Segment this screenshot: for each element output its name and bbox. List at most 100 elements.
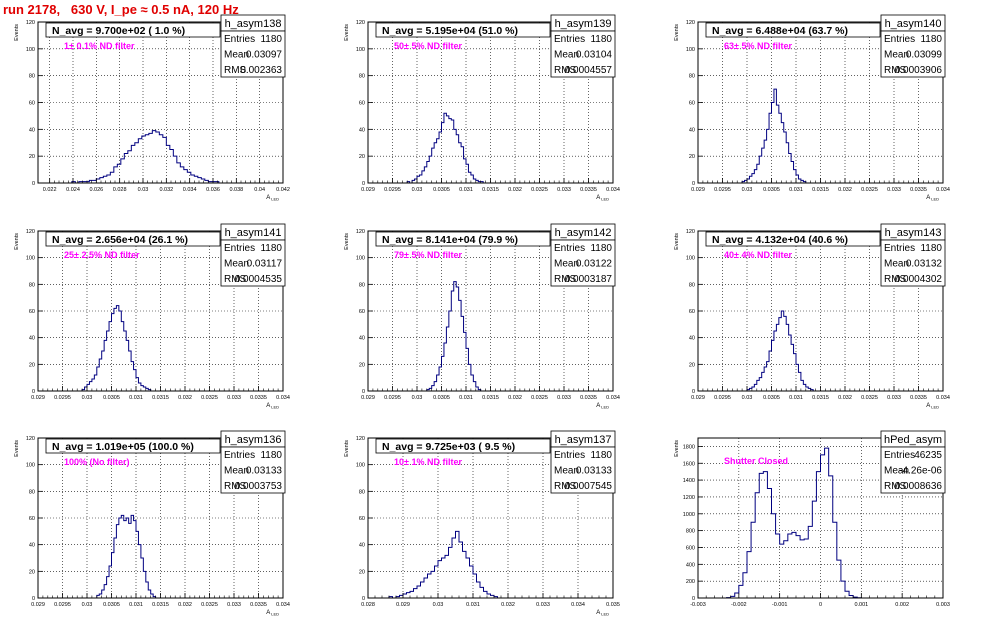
x-tick-label: 0.033 — [536, 602, 550, 608]
x-tick-label: 0.0295 — [714, 187, 731, 193]
stats-box — [880, 30, 946, 78]
y-tick-label: 200 — [686, 579, 695, 585]
x-tick-label: 0.0335 — [910, 187, 927, 193]
x-tick-label: 0.034 — [606, 395, 620, 401]
histogram-name: h_asym140 — [885, 18, 942, 30]
chart-title: N_avg = 1.019e+05 (100.0 %) — [52, 441, 194, 453]
y-tick-label: 120 — [686, 229, 695, 235]
y-axis-label: Events — [344, 233, 350, 250]
y-axis-label: Events — [674, 24, 680, 41]
x-tick-label: 0.029 — [31, 602, 45, 608]
stats-label: RMS — [554, 274, 577, 285]
stats-label: RMS — [884, 481, 907, 492]
stats-value: 1180 — [260, 450, 282, 461]
filter-annotation: Shutter Closed — [724, 456, 788, 466]
stats-value: 0.03132 — [906, 259, 943, 270]
y-tick-label: 60 — [29, 101, 35, 107]
x-tick-label: 0.0325 — [201, 602, 218, 608]
x-tick-label: 0.032 — [508, 395, 522, 401]
stats-label: Mean — [224, 466, 249, 477]
y-tick-label: 40 — [29, 127, 35, 133]
filter-annotation: 10± 1% ND filter — [394, 457, 462, 467]
histogram-series-h_asym141 — [81, 305, 154, 392]
histogram-name: h_asym136 — [225, 434, 282, 446]
chart-title: N_avg = 4.132e+04 (40.6 %) — [712, 234, 848, 246]
stats-value: 0.03099 — [906, 50, 943, 61]
y-tick-label: 40 — [29, 543, 35, 549]
stats-value: 1180 — [920, 34, 942, 45]
x-tick-label: 0.024 — [66, 187, 80, 193]
stats-label: Mean — [884, 466, 909, 477]
y-tick-label: 1200 — [683, 495, 695, 501]
title-box — [45, 231, 221, 247]
y-tick-label: 800 — [686, 529, 695, 535]
y-tick-label: 1600 — [683, 461, 695, 467]
stats-value: 0.0007545 — [565, 481, 613, 492]
y-tick-label: 40 — [359, 336, 365, 342]
x-tick-label: 0.026 — [89, 187, 103, 193]
x-tick-label: 0.031 — [789, 395, 803, 401]
histogram-panel-h_asym137: 0.028 0.029 0.03 0.031 0.032 0.033 0.034 0.035 0… — [344, 430, 620, 617]
y-tick-label: 80 — [359, 489, 365, 495]
stats-box — [550, 446, 616, 494]
y-tick-label: 100 — [356, 47, 365, 53]
y-tick-label: 120 — [356, 436, 365, 442]
y-tick-label: 0 — [32, 181, 35, 187]
x-tick-label: 0.03 — [433, 602, 444, 608]
title-box — [45, 438, 221, 454]
x-tick-label: 0.0325 — [531, 187, 548, 193]
x-tick-label: 0.032 — [838, 395, 852, 401]
stats-label: Mean — [884, 50, 909, 61]
stats-label: Entries — [884, 450, 915, 461]
y-tick-label: 40 — [359, 543, 365, 549]
histogram-name: h_asym141 — [225, 227, 282, 239]
x-tick-label: 0.0305 — [763, 395, 780, 401]
title-box — [45, 22, 221, 38]
stats-value: 0.0004557 — [565, 65, 613, 76]
stats-label: RMS — [884, 65, 907, 76]
x-tick-label: 0.0315 — [812, 395, 829, 401]
x-tick-label: 0.029 — [691, 395, 705, 401]
x-tick-label: 0.0315 — [482, 395, 499, 401]
x-tick-label: 0.0335 — [580, 395, 597, 401]
y-tick-label: 100 — [26, 256, 35, 262]
y-tick-label: 80 — [359, 282, 365, 288]
stats-value: 0.0004302 — [895, 274, 943, 285]
y-tick-label: 100 — [686, 47, 695, 53]
stats-box — [880, 239, 946, 287]
x-tick-label: 0.03 — [82, 395, 93, 401]
x-tick-label: 0.0325 — [861, 395, 878, 401]
x-tick-label: 0.029 — [361, 395, 375, 401]
stats-value: 0.0003753 — [235, 481, 283, 492]
histogram-series-h_asym142 — [426, 281, 484, 392]
stats-value: 1180 — [590, 34, 612, 45]
x-tick-label: 0.002 — [895, 602, 909, 608]
page-title: run 2178, 630 V, I_pe ≈ 0.5 nA, 120 Hz — [3, 2, 239, 17]
x-tick-label: 0.0305 — [103, 602, 120, 608]
stats-label: Mean — [884, 259, 909, 270]
y-tick-label: 60 — [689, 101, 695, 107]
y-tick-label: 100 — [26, 47, 35, 53]
x-tick-label: 0.03 — [412, 187, 423, 193]
y-axis-label: Events — [14, 440, 20, 457]
title-box — [375, 438, 551, 454]
chart-title: N_avg = 6.488e+04 (63.7 %) — [712, 25, 848, 37]
histogram-series-h_asym140 — [741, 88, 809, 184]
y-axis-label: Events — [674, 233, 680, 250]
x-tick-label: 0.04 — [254, 187, 265, 193]
y-tick-label: 60 — [359, 101, 365, 107]
y-tick-label: 0 — [692, 389, 695, 395]
x-tick-label: 0.03 — [82, 602, 93, 608]
stats-value: 1180 — [590, 243, 612, 254]
x-axis-label: ALED — [926, 403, 939, 410]
y-tick-label: 0 — [32, 389, 35, 395]
x-tick-label: 0.0305 — [763, 187, 780, 193]
y-tick-label: 20 — [29, 569, 35, 575]
y-tick-label: 600 — [686, 545, 695, 551]
y-tick-label: 0 — [692, 181, 695, 187]
filter-annotation: 25± 2.5% ND filter — [64, 250, 140, 260]
x-tick-label: 0.032 — [508, 187, 522, 193]
stats-label: Entries — [224, 34, 255, 45]
stats-value: -4.26e-06 — [899, 466, 942, 477]
x-tick-label: 0.0295 — [54, 395, 71, 401]
